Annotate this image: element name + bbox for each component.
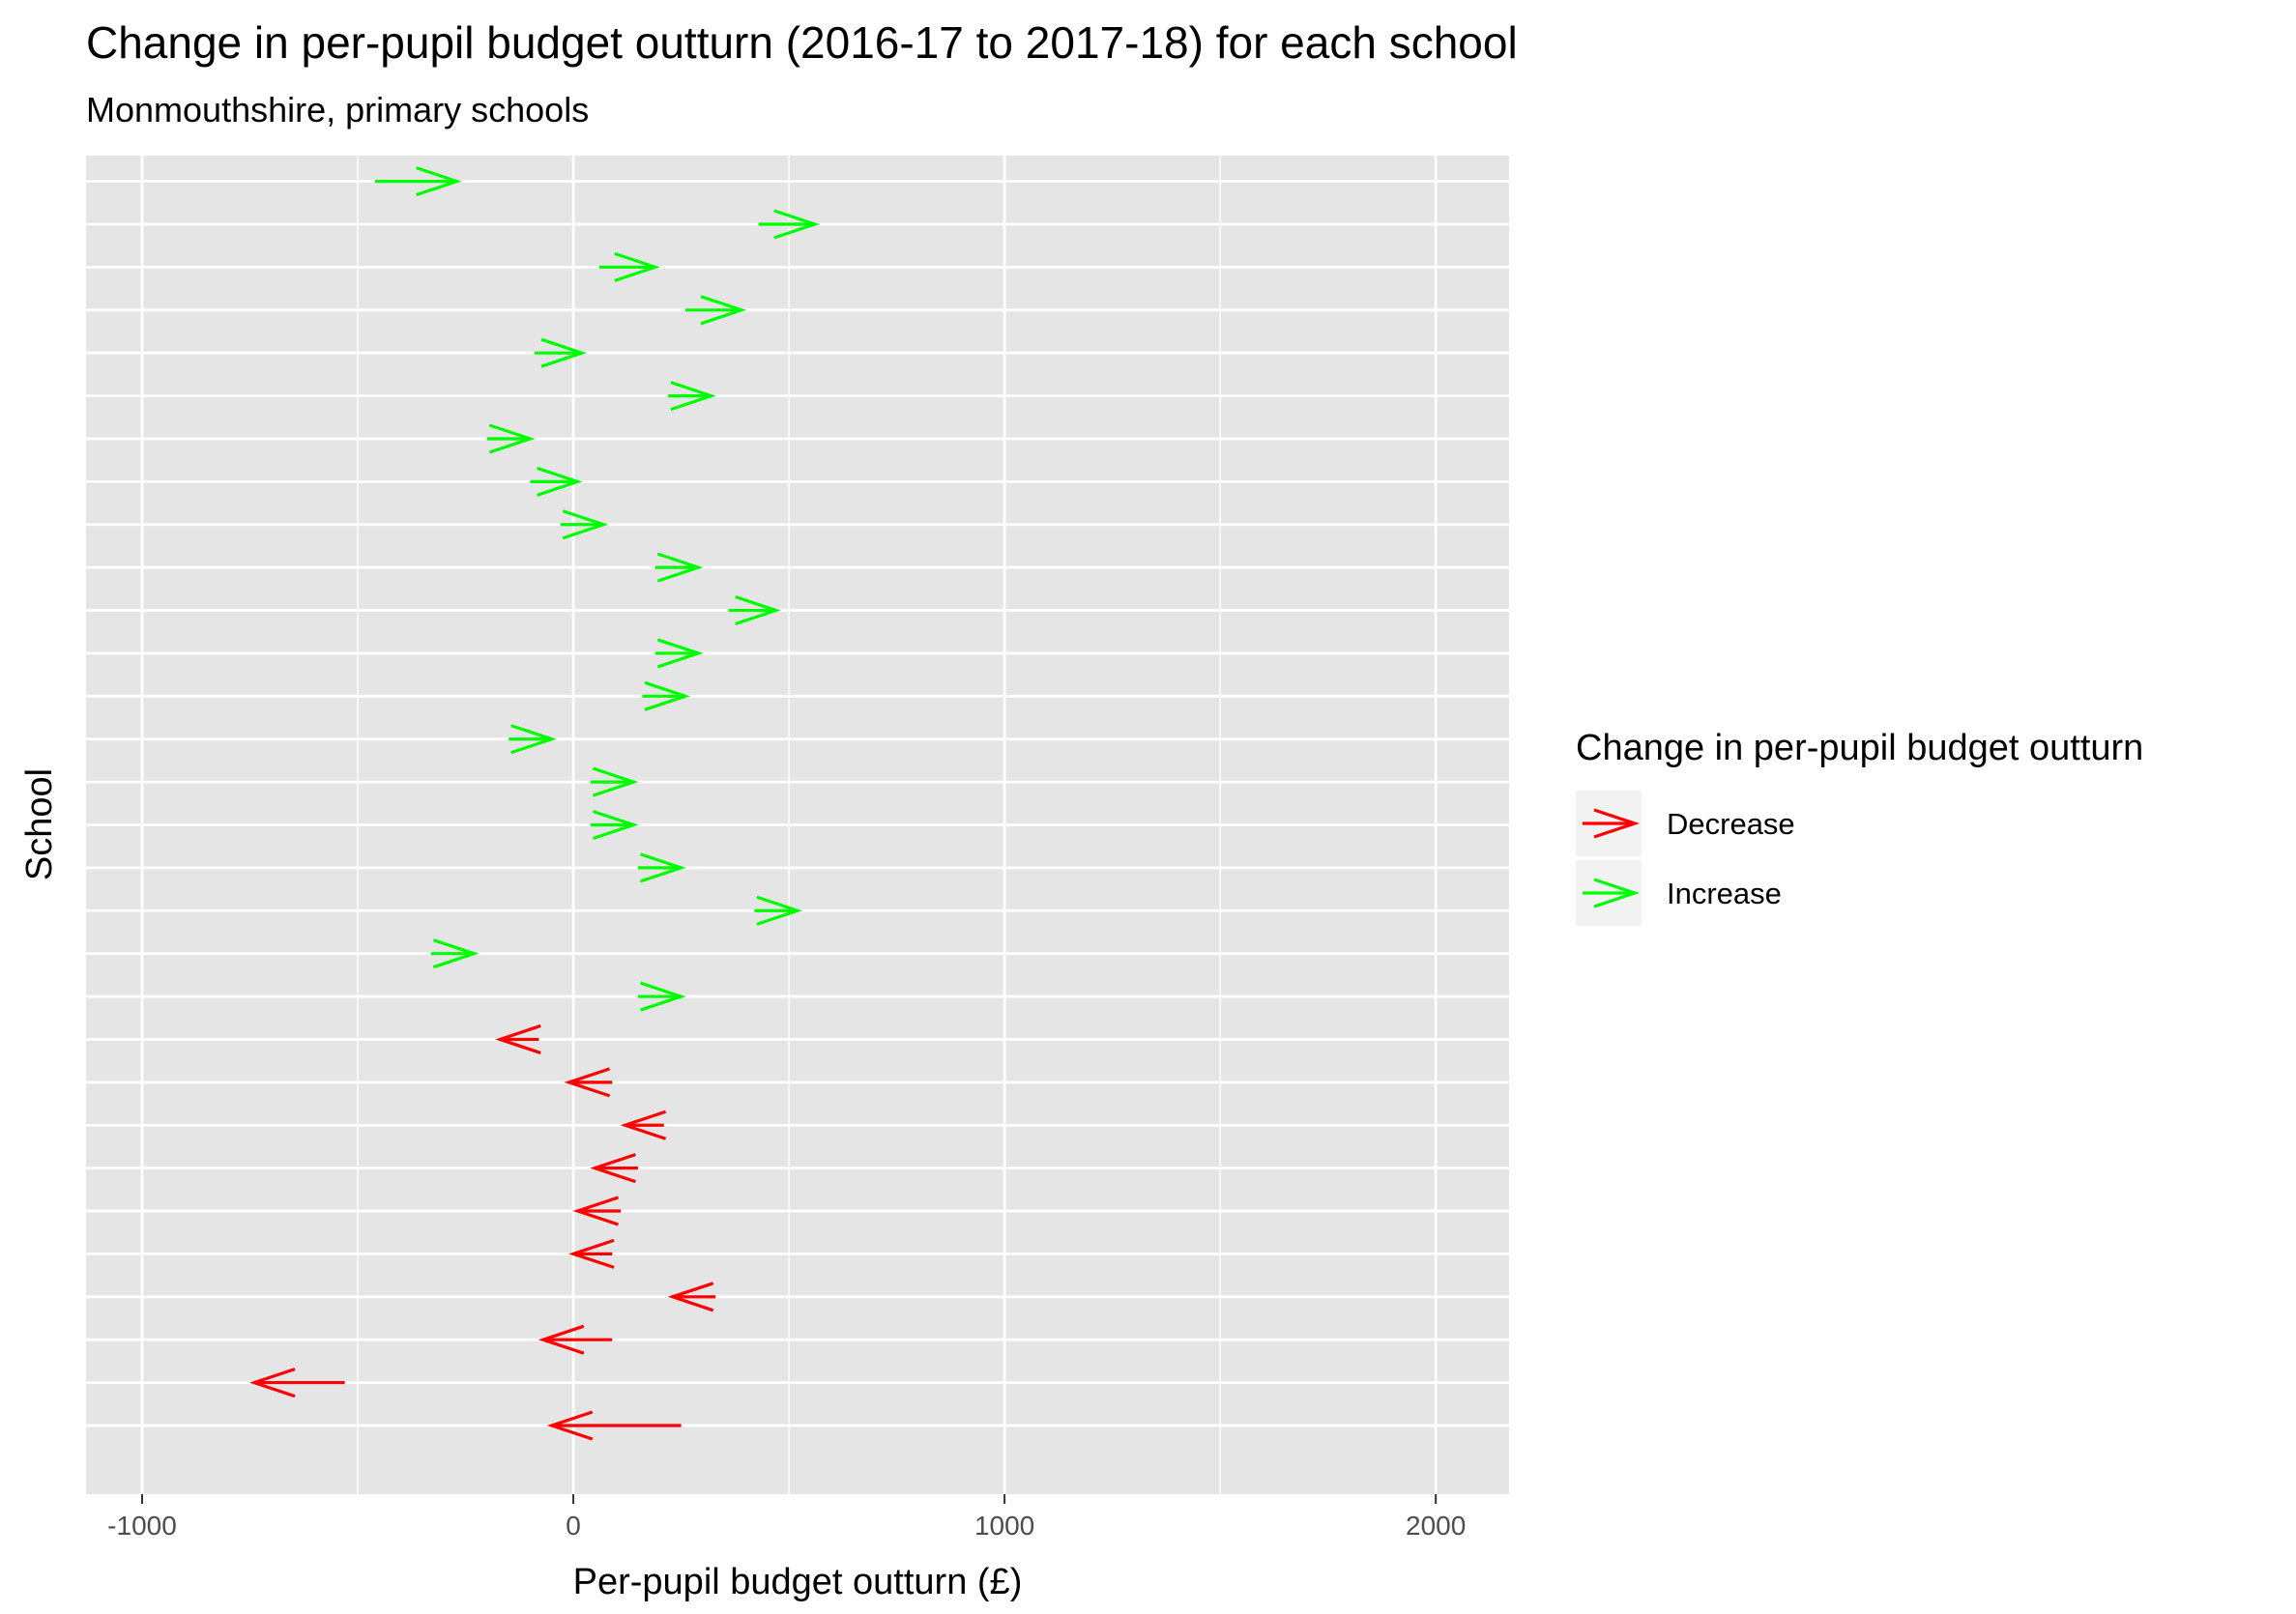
arrow-increase (654, 638, 704, 669)
legend-title: Change in per-pupil budget outturn (1576, 728, 2143, 768)
arrow-increase (642, 680, 691, 711)
x-tick-label: 1000 (974, 1511, 1034, 1541)
y-axis-title: School (19, 768, 60, 880)
arrow-decrease (248, 1368, 345, 1398)
arrow-increase (598, 251, 660, 282)
arrow-decrease (620, 1110, 667, 1140)
legend-arrow-increase (1583, 878, 1641, 908)
arrows (248, 166, 820, 1441)
chart-subtitle: Monmouthshire, primary schools (86, 90, 589, 130)
x-axis-title: Per-pupil budget outturn (£) (573, 1562, 1023, 1602)
legend-label-decrease: Decrease (1667, 807, 1795, 841)
arrow-increase (668, 381, 716, 412)
arrow-decrease (667, 1282, 716, 1312)
arrow-increase (728, 595, 781, 626)
legend-arrow (1583, 808, 1641, 839)
arrow-decrease (538, 1324, 613, 1355)
arrow-increase (590, 766, 639, 797)
arrow-increase (758, 209, 820, 240)
arrow-increase (430, 938, 480, 969)
x-axis: -1000 0 1000 2000 (107, 1494, 1466, 1541)
arrow-decrease (495, 1023, 541, 1054)
chart-title: Change in per-pupil budget outturn (2016… (86, 17, 1518, 68)
arrow-decrease (546, 1410, 682, 1441)
arrow-increase (637, 852, 686, 883)
arrow-increase (654, 552, 704, 583)
arrow-increase (486, 423, 536, 454)
arrow-decrease (564, 1067, 613, 1098)
arrow-increase (374, 166, 462, 197)
gridlines (86, 156, 1509, 1494)
legend: Change in per-pupil budget outturn Decre… (1576, 728, 2143, 926)
arrow-increase (754, 895, 803, 926)
legend-arrow (1583, 878, 1641, 908)
arrow-increase (560, 509, 609, 540)
arrow-decrease (590, 1153, 638, 1184)
arrow-increase (509, 724, 557, 755)
arrow-decrease (567, 1238, 615, 1269)
x-tick-label: 0 (566, 1511, 581, 1541)
arrow-increase (534, 337, 588, 368)
arrow-increase (530, 466, 583, 497)
x-tick-label: -1000 (107, 1511, 177, 1541)
legend-arrow-decrease (1583, 808, 1641, 839)
legend-label-increase: Increase (1667, 877, 1782, 910)
arrow-increase (590, 809, 639, 841)
arrow-increase (685, 295, 747, 326)
arrow-decrease (572, 1196, 622, 1226)
arrow-increase (637, 981, 686, 1012)
x-tick-label: 2000 (1406, 1511, 1466, 1541)
